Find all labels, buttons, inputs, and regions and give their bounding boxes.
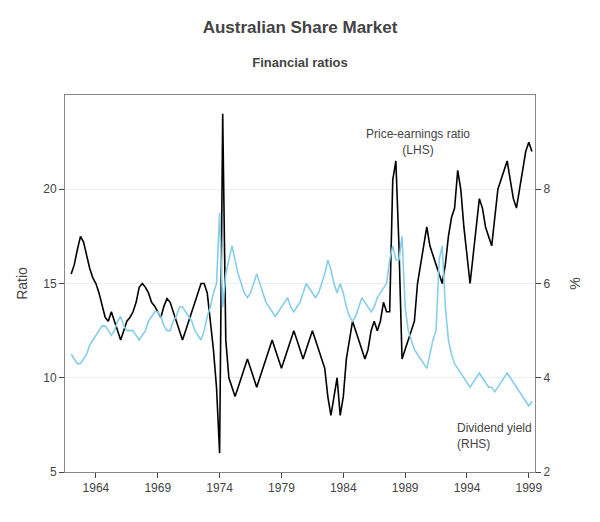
svg-text:Financial ratios: Financial ratios — [252, 55, 347, 70]
svg-text:4: 4 — [543, 371, 550, 385]
svg-text:1989: 1989 — [392, 481, 419, 495]
svg-text:2: 2 — [543, 465, 550, 479]
svg-text:1964: 1964 — [83, 481, 110, 495]
svg-text:20: 20 — [43, 182, 57, 196]
svg-text:10: 10 — [43, 371, 57, 385]
svg-text:1979: 1979 — [268, 481, 295, 495]
svg-text:Price-earnings ratio(LHS): Price-earnings ratio(LHS) — [366, 127, 470, 157]
svg-text:1969: 1969 — [144, 481, 171, 495]
svg-text:8: 8 — [543, 182, 550, 196]
svg-text:1999: 1999 — [515, 481, 542, 495]
svg-text:1984: 1984 — [330, 481, 357, 495]
svg-text:5: 5 — [50, 465, 57, 479]
svg-text:1974: 1974 — [206, 481, 233, 495]
svg-text:Ratio: Ratio — [14, 267, 30, 300]
svg-text:1994: 1994 — [454, 481, 481, 495]
svg-text:6: 6 — [543, 277, 550, 291]
svg-text:Australian Share Market: Australian Share Market — [203, 18, 398, 37]
svg-text:%: % — [567, 277, 583, 289]
svg-text:15: 15 — [43, 277, 57, 291]
svg-text:Dividend yield(RHS): Dividend yield(RHS) — [457, 421, 532, 451]
